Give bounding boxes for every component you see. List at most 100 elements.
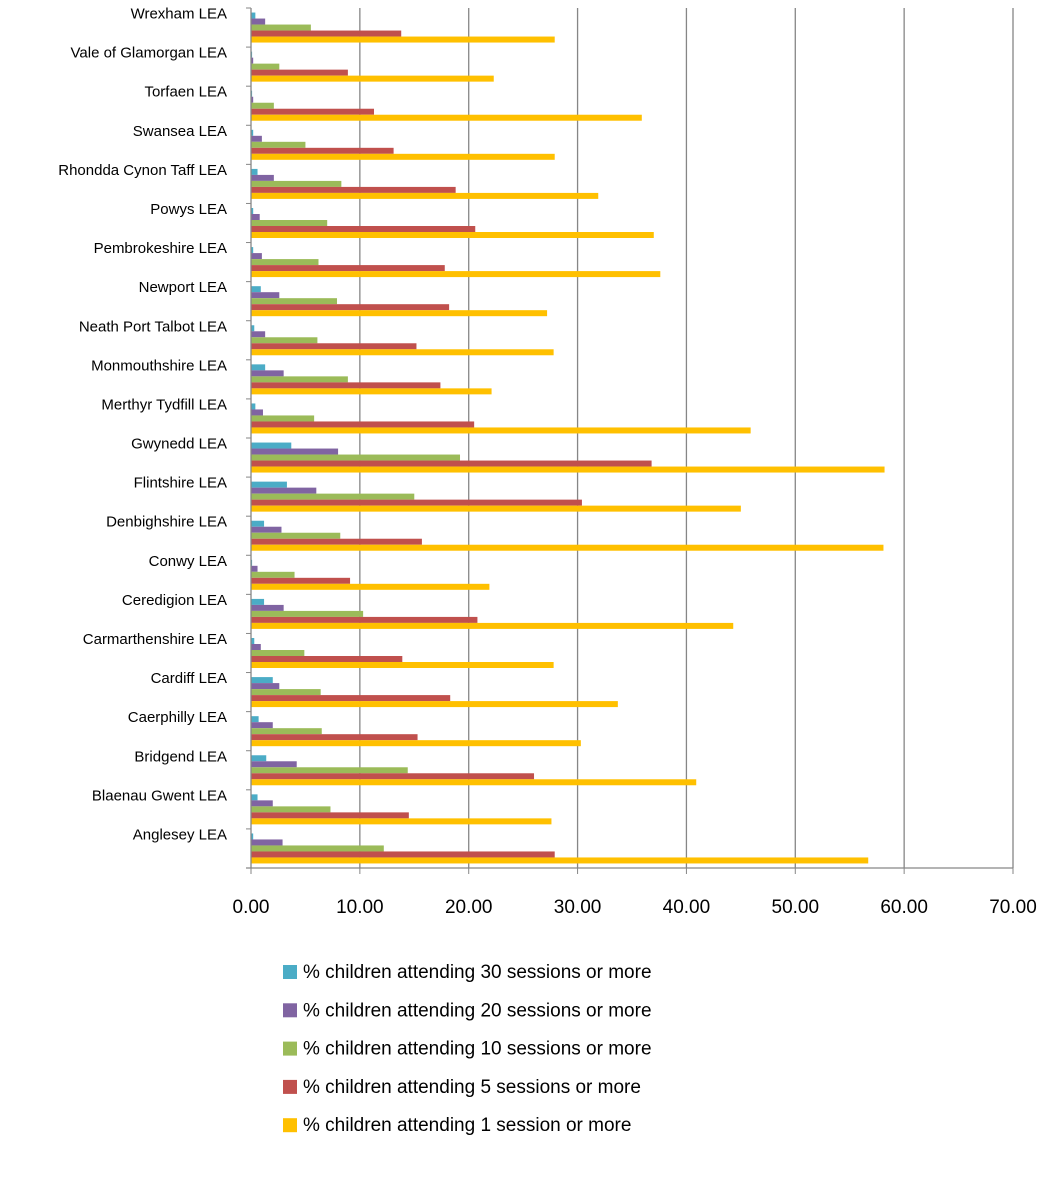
bar [251,292,280,299]
bar [251,677,273,684]
bar [251,755,267,762]
category-label: Torfaen LEA [144,84,227,101]
legend-swatch [283,965,297,979]
bar [251,544,884,551]
category-label: Merthyr Tydfill LEA [101,396,227,413]
labels: 0.00 10.00 20.00 30.00 40.00 50.00 60.00 70.00 A… [58,6,1037,918]
bar [251,129,254,136]
bar [251,716,259,723]
bar [251,180,342,187]
bar [251,577,351,584]
bar [251,30,402,37]
bar [251,794,258,801]
x-tick-label: 20.00 [445,897,493,918]
bar [251,656,403,662]
gridlines [359,8,1014,868]
category-label: Conwy LEA [149,553,227,570]
bar [251,538,422,545]
bar [251,186,456,193]
bar [251,271,661,278]
bar [251,499,582,506]
bar [251,63,280,70]
bar [251,108,375,115]
x-tick-label: 30.00 [554,897,602,918]
legend-label: % children attending 5 sessions or more [303,1077,641,1098]
bar [251,454,461,461]
bar [251,583,490,590]
bar [251,526,282,533]
bar [251,226,476,232]
bar [251,800,273,807]
bar [251,421,475,428]
bar [251,388,492,395]
category-label: Denbighshire LEA [106,514,227,531]
bar [251,740,581,747]
category-label: Bridgend LEA [134,748,227,765]
x-tick-label: 70.00 [989,897,1037,918]
bar [251,214,260,220]
bar [251,722,273,729]
bar [251,153,555,160]
bar [251,382,441,389]
bar [251,839,283,846]
legend-label: % children attending 20 sessions or more [303,1000,652,1021]
category-label: Rhondda Cynon Taff LEA [58,162,227,179]
bar [251,598,265,605]
bar [251,622,734,629]
bar [251,247,254,254]
bar [251,403,256,410]
bar [251,532,341,539]
bar [251,644,261,650]
bar [251,337,318,344]
bar [251,69,348,76]
category-label: Neath Port Talbot LEA [79,318,227,335]
legend-label: % children attending 10 sessions or more [303,1039,652,1060]
bar [251,253,262,260]
bar [251,448,339,455]
category-label: Wrexham LEA [131,6,227,23]
bar [251,505,741,512]
bar [251,370,284,377]
category-label: Anglesey LEA [133,826,227,843]
bar [251,259,319,266]
bar [251,610,364,617]
legend-label: % children attending 30 sessions or more [303,962,652,983]
bar [251,220,328,226]
bar [251,75,494,82]
bar [251,728,322,735]
bar [251,376,348,383]
bar [251,325,255,332]
x-tick-label: 10.00 [336,897,384,918]
category-label: Swansea LEA [133,123,227,140]
bar [251,141,306,148]
legend: % children attending 30 sessions or more… [283,962,652,1136]
bar [251,812,409,819]
bar [251,427,751,434]
bar [251,135,262,142]
bar [251,683,280,690]
bar [251,845,384,852]
legend-swatch [283,1041,297,1056]
bar [251,415,315,422]
bar [251,818,552,825]
bars [251,12,885,864]
x-tick-label: 40.00 [663,897,711,918]
category-label: Blaenau Gwent LEA [92,787,227,804]
legend-label: % children attending 1 session or more [303,1115,631,1136]
bar [251,174,274,181]
category-label: Vale of Glamorgan LEA [71,45,227,62]
category-label: Cardiff LEA [151,670,227,687]
bar [251,650,305,656]
bar [251,57,254,64]
bar [251,487,317,494]
bar [251,481,287,488]
bar [251,734,418,741]
bar [251,331,266,338]
bar [251,36,555,43]
bar [251,96,254,103]
bar [251,147,394,154]
bar [251,349,554,356]
bar [251,565,258,572]
legend-swatch [283,1079,297,1094]
